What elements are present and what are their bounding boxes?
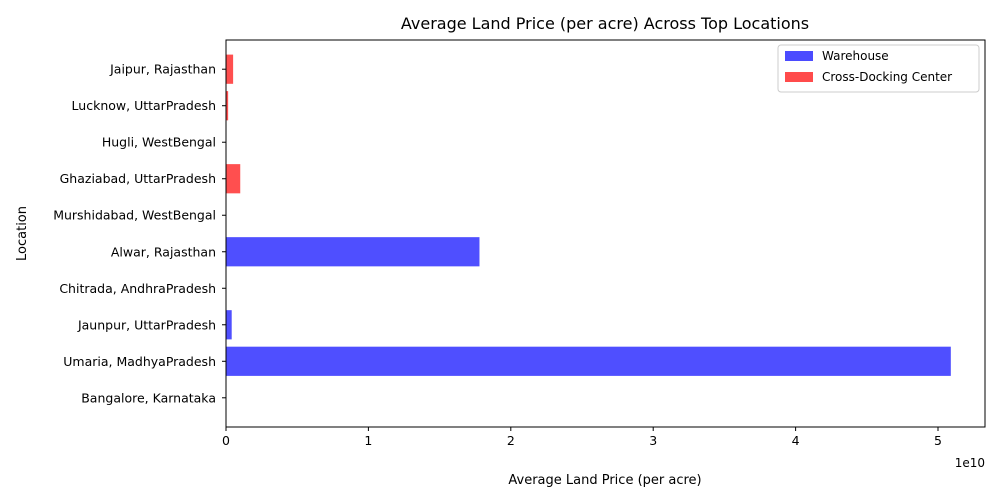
bars-group [226,54,951,376]
chart-title: Average Land Price (per acre) Across Top… [401,14,809,33]
plot-frame [225,39,986,428]
x-axis-offset-text: 1e10 [955,456,985,470]
y-tick-label-6: Ghaziabad, UttarPradesh [60,171,216,186]
bar-cross-docking-8 [226,91,229,121]
y-axis: Bangalore, Karnataka Umaria, MadhyaPrades… [53,62,226,405]
legend-frame [777,44,980,93]
legend-swatch-cross-docking [785,72,813,82]
bar-warehouse-1 [226,346,951,376]
y-tick-label-7: Hugli, WestBengal [102,135,216,150]
x-tick-label-4: 4 [792,433,800,448]
x-axis-label: Average Land Price (per acre) [508,473,701,488]
bar-cross-docking-6 [226,164,241,194]
x-tick-label-2: 2 [507,433,515,448]
bar-warehouse-4 [226,237,480,267]
y-tick-label-4: Alwar, Rajasthan [111,244,216,259]
y-tick-label-9: Jaipur, Rajasthan [109,62,216,77]
bar-cross-docking-9 [226,54,234,84]
x-axis: 0 1 2 3 4 5 [222,427,942,448]
y-tick-label-2: Jaunpur, UttarPradesh [77,317,216,332]
legend-swatch-warehouse [785,51,813,61]
bar-warehouse-2 [226,310,232,340]
y-tick-label-5: Murshidabad, WestBengal [53,208,216,223]
y-tick-label-3: Chitrada, AndhraPradesh [59,281,216,296]
x-tick-label-3: 3 [649,433,657,448]
y-tick-label-1: Umaria, MadhyaPradesh [63,354,216,369]
x-tick-label-1: 1 [364,433,372,448]
x-tick-label-0: 0 [222,433,230,448]
y-tick-label-8: Lucknow, UttarPradesh [72,98,216,113]
legend-label-cross-docking: Cross-Docking Center [822,70,952,84]
y-tick-label-0: Bangalore, Karnataka [81,390,216,405]
x-tick-label-5: 5 [934,433,942,448]
y-axis-label: Location [15,206,30,261]
legend-label-warehouse: Warehouse [822,49,889,63]
legend: Warehouse Cross-Docking Center [777,44,980,93]
